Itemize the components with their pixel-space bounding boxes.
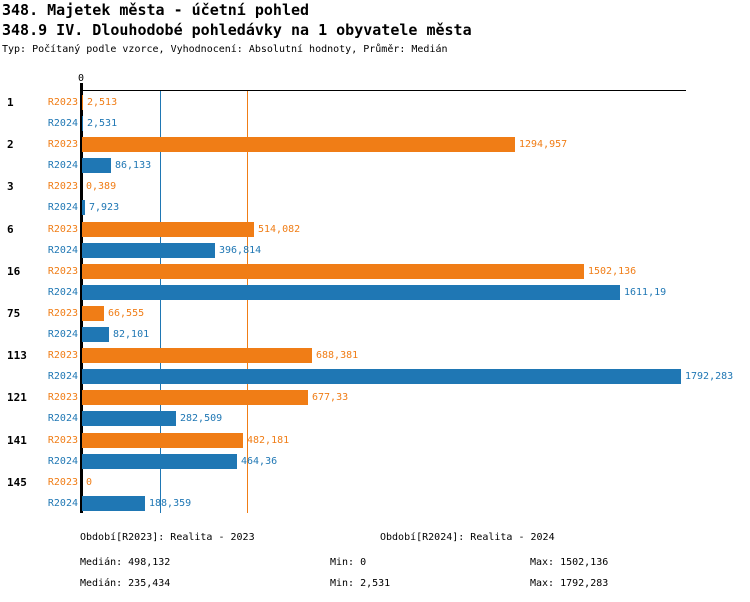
series-label-r2023: R2023 [47, 477, 78, 488]
bar-value-label: 1502,136 [588, 266, 637, 277]
bar-value-label: 514,082 [258, 224, 301, 235]
bar-r2023 [82, 222, 254, 237]
bar-r2023 [82, 433, 243, 448]
bar-r2024 [82, 327, 109, 342]
bar-r2023 [82, 137, 515, 152]
category-label: 16 [7, 265, 21, 278]
bar-value-label: 82,101 [113, 329, 150, 340]
bar-r2024 [82, 496, 145, 511]
category-label: 75 [7, 307, 21, 320]
series-label-r2024: R2024 [47, 413, 78, 424]
bar-value-label: 86,133 [115, 160, 152, 171]
series-label-r2023: R2023 [47, 435, 78, 446]
bar-r2024 [82, 285, 620, 300]
series-label-r2023: R2023 [47, 181, 78, 192]
bar-value-label: 2,531 [87, 118, 118, 129]
series-label-r2024: R2024 [47, 245, 78, 256]
category-label: 113 [7, 349, 27, 362]
bar-r2024 [82, 116, 83, 131]
series-label-r2024: R2024 [47, 118, 78, 129]
bar-r2024 [82, 158, 111, 173]
series-label-r2024: R2024 [47, 329, 78, 340]
series-label-r2024: R2024 [47, 371, 78, 382]
series-label-r2024: R2024 [47, 498, 78, 509]
median-line-r2024 [160, 91, 161, 513]
x-axis-zero-label: 0 [78, 73, 85, 84]
series-label-r2023: R2023 [47, 97, 78, 108]
bar-value-label: 464,36 [241, 456, 278, 467]
bar-value-label: 2,513 [87, 97, 118, 108]
bar-value-label: 1611,19 [624, 287, 667, 298]
bar-value-label: 0 [86, 477, 93, 488]
bar-value-label: 1792,283 [685, 371, 734, 382]
stat-r2023-median: Medián: 498,132 [80, 557, 171, 568]
bar-value-label: 677,33 [312, 392, 349, 403]
bar-r2023 [82, 306, 104, 321]
series-label-r2023: R2023 [47, 350, 78, 361]
bar-r2024 [82, 369, 681, 384]
chart-subtitle: 348.9 IV. Dlouhodobé pohledávky na 1 oby… [2, 21, 472, 39]
category-label: 1 [7, 96, 14, 109]
series-label-r2023: R2023 [47, 392, 78, 403]
bar-r2023 [82, 95, 83, 110]
series-label-r2024: R2024 [47, 160, 78, 171]
bar-r2024 [82, 411, 176, 426]
category-label: 141 [7, 434, 27, 447]
category-label: 145 [7, 476, 27, 489]
bar-value-label: 66,555 [108, 308, 145, 319]
bar-value-label: 0,389 [86, 181, 117, 192]
bar-r2024 [82, 454, 237, 469]
series-label-r2023: R2023 [47, 224, 78, 235]
stat-r2023-max: Max: 1502,136 [530, 557, 609, 568]
x-axis-line [81, 90, 686, 91]
series-label-r2024: R2024 [47, 456, 78, 467]
bar-r2024 [82, 200, 85, 215]
bar-value-label: 688,381 [316, 350, 359, 361]
bar-value-label: 1294,957 [519, 139, 568, 150]
chart-meta: Typ: Počítaný podle vzorce, Vyhodnocení:… [2, 44, 448, 55]
bar-r2024 [82, 243, 215, 258]
bar-r2023 [82, 348, 312, 363]
bar-value-label: 188,359 [149, 498, 192, 509]
category-label: 3 [7, 180, 14, 193]
legend-r2023-label: Období[R2023]: Realita - 2023 [80, 532, 255, 543]
stat-r2024-median: Medián: 235,434 [80, 578, 171, 589]
stat-r2023-min: Min: 0 [330, 557, 367, 568]
category-label: 6 [7, 223, 14, 236]
bar-value-label: 482,181 [247, 435, 290, 446]
series-label-r2023: R2023 [47, 139, 78, 150]
series-label-r2023: R2023 [47, 266, 78, 277]
category-label: 2 [7, 138, 14, 151]
stat-r2024-min: Min: 2,531 [330, 578, 391, 589]
chart-title: 348. Majetek města - účetní pohled [2, 1, 310, 19]
series-label-r2024: R2024 [47, 202, 78, 213]
stat-r2024-max: Max: 1792,283 [530, 578, 609, 589]
series-label-r2023: R2023 [47, 308, 78, 319]
median-line-r2023 [247, 91, 248, 513]
bar-r2023 [82, 264, 584, 279]
bar-value-label: 282,509 [180, 413, 223, 424]
y-axis-line [80, 83, 83, 513]
bar-value-label: 7,923 [89, 202, 120, 213]
series-label-r2024: R2024 [47, 287, 78, 298]
bar-r2023 [82, 390, 308, 405]
legend-r2024-label: Období[R2024]: Realita - 2024 [380, 532, 555, 543]
category-label: 121 [7, 391, 27, 404]
bar-value-label: 396,814 [219, 245, 262, 256]
